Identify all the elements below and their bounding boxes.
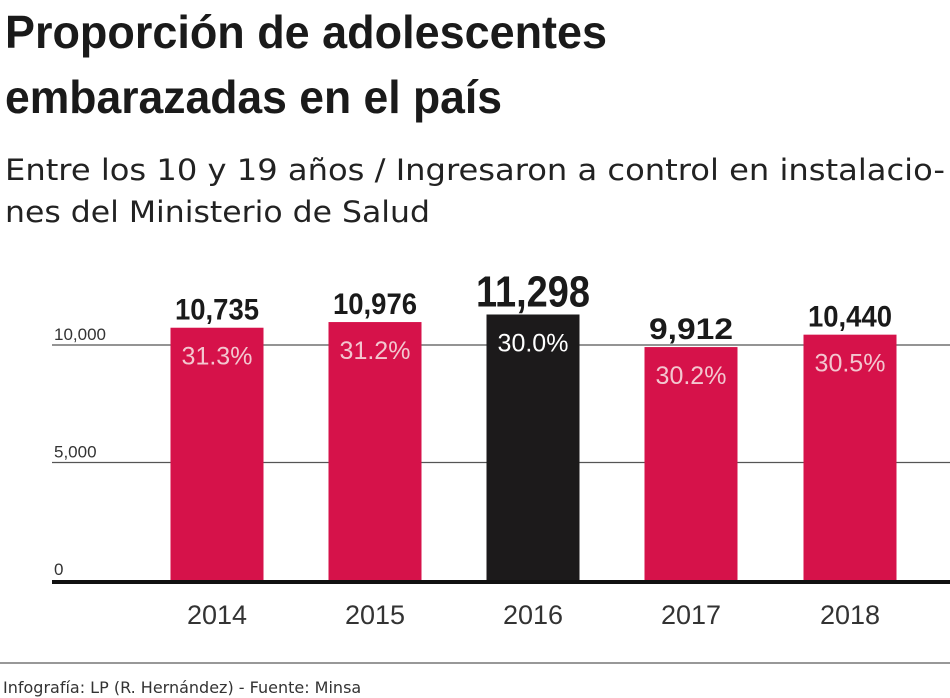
value-label: 10,976: [333, 288, 417, 321]
bars: [170, 314, 897, 580]
percent-label: 30.2%: [656, 362, 727, 390]
labels: 10,735 31.3% 2014 10,976 31.2% 2015 11,298 30.0…: [52, 267, 950, 630]
x-tick-label: 2017: [661, 600, 721, 630]
value-label: 10,735: [175, 294, 259, 327]
percent-label: 31.3%: [182, 343, 253, 371]
x-tick-label: 2015: [345, 600, 405, 630]
bar-2015: [328, 322, 422, 580]
value-label: 10,440: [808, 301, 892, 334]
y-tick-label: 5,000: [54, 443, 97, 462]
x-tick-label: 2016: [503, 600, 563, 630]
percent-label: 30.5%: [815, 350, 886, 378]
chart-title-line-2: embarazadas en el país: [5, 71, 502, 123]
x-tick-label: 2014: [187, 600, 247, 630]
bar-2014: [170, 327, 264, 580]
chart-subtitle-line-1: Entre los 10 y 19 años / Ingresaron a co…: [5, 153, 945, 187]
x-tick-label: 2018: [820, 600, 880, 630]
bar-2016: [486, 314, 580, 580]
percent-label: 30.0%: [498, 329, 569, 357]
y-tick-label: 10,000: [54, 325, 106, 344]
chart-title-line-1: Proporción de adolescentes: [5, 6, 607, 58]
chart-subtitle-line-2: nes del Ministerio de Salud: [5, 195, 430, 229]
bar-2017: [644, 347, 738, 580]
value-label: 11,298: [476, 267, 590, 316]
value-label: 9,912: [649, 313, 733, 346]
footer-credit: Infografía: LP (R. Hernández) - Fuente: …: [3, 678, 361, 697]
percent-label: 31.2%: [340, 337, 411, 365]
y-tick-label: 0: [54, 560, 63, 579]
bar-2018: [803, 334, 897, 580]
